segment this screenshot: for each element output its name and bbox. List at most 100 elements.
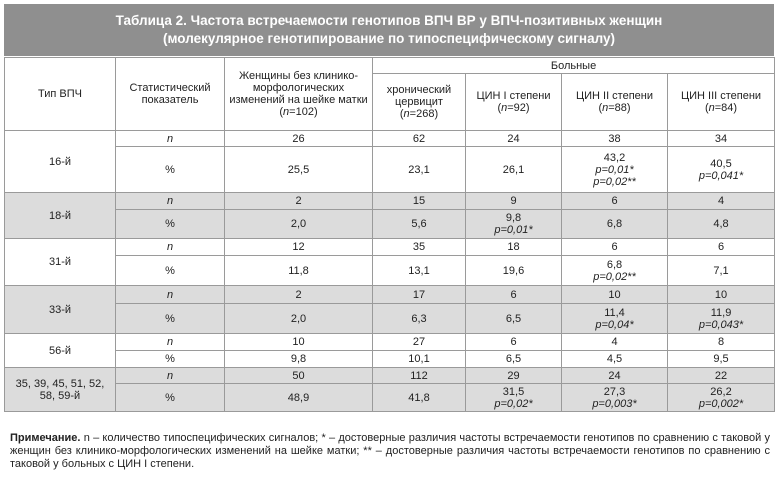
p-value: p=0,01*	[595, 163, 634, 176]
pct-value: 13,1	[408, 264, 430, 277]
pct-value-cell: 6,3	[372, 303, 466, 334]
stat-pct-label: %	[115, 383, 225, 412]
header-stat: Статистический показатель	[115, 57, 225, 131]
hpv-type-cell: 33-й	[4, 285, 116, 334]
n-value-cell: 22	[666, 367, 776, 384]
n-value-cell: 6	[561, 192, 668, 210]
pct-value-cell: 27,3 p=0,003*	[561, 383, 668, 412]
pct-value-cell: 11,8	[224, 255, 373, 286]
header-group-n-symbol: n	[501, 102, 508, 114]
pct-value-cell: 31,5 p=0,02*	[465, 383, 562, 412]
pct-value: 26,1	[502, 163, 525, 176]
title-line-2: (молекулярное генотипирование по типоспе…	[162, 31, 615, 46]
pct-value-cell: 6,8 p=0,02**	[561, 255, 668, 286]
p-value: p=0,02**	[593, 270, 636, 283]
n-value-cell: 2	[224, 285, 373, 304]
n-value-cell: 2	[224, 192, 373, 210]
table-row: % 25,5 23,1 26,1 43,2 p=0,01* p=0,02** 40,5 p=0,…	[5, 146, 776, 193]
pct-value-cell: 9,8	[224, 350, 373, 368]
stat-n-label: n	[115, 285, 225, 304]
n-value-cell: 34	[666, 130, 776, 147]
table-row: % 2,0 5,6 9,8 p=0,01* 6,8 4,8	[5, 209, 776, 239]
header-group-n-symbol: n	[403, 108, 410, 120]
n-value-cell: 38	[561, 130, 668, 147]
footnote-text: n – количество типоспецифических сигнало…	[10, 432, 770, 470]
n-value-cell: 112	[372, 367, 466, 384]
n-value-cell: 26	[224, 130, 373, 147]
table-row: % 48,9 41,8 31,5 p=0,02* 27,3 p=0,003* 26,2 p=0,…	[5, 383, 776, 412]
pct-value: 7,1	[713, 264, 729, 277]
table-row: % 11,8 13,1 19,6 6,8 p=0,02** 7,1	[5, 255, 776, 286]
pct-value-cell: 10,1	[372, 350, 466, 368]
pct-value-cell: 11,4 p=0,04*	[561, 303, 668, 334]
n-value-cell: 27	[372, 333, 466, 351]
stat-n-label: n	[115, 367, 225, 384]
header-group-1: ЦИН I степени (n=92)	[465, 73, 562, 131]
pct-value: 9,8	[290, 353, 307, 365]
n-value-cell: 4	[666, 192, 776, 210]
pct-value-cell: 2,0	[224, 303, 373, 334]
pct-value: 6,8	[606, 218, 623, 230]
pct-value: 6,5	[505, 312, 522, 325]
n-value-cell: 8	[666, 333, 776, 351]
pct-value: 4,8	[713, 218, 729, 230]
stat-pct-label: %	[115, 255, 225, 286]
pct-value-cell: 23,1	[372, 146, 466, 193]
header-group-label: ЦИН I степени	[476, 90, 551, 102]
header-patients: Больные	[371, 57, 776, 74]
p-value: p=0,01*	[494, 224, 533, 236]
pct-value: 2,0	[290, 312, 307, 325]
n-value-cell: 4	[561, 333, 668, 351]
n-value-cell: 50	[224, 367, 373, 384]
p-value: p=0,003*	[592, 397, 637, 410]
stat-n-label: n	[115, 333, 225, 351]
header-group-n: =92)	[507, 102, 530, 114]
n-value-cell: 62	[372, 130, 466, 147]
header-group-n: =88)	[608, 102, 631, 114]
pct-value: 6,5	[505, 353, 522, 365]
hpv-type-cell: 16-й	[4, 130, 116, 193]
hpv-type-cell: 35, 39, 45, 51, 52, 58, 59-й	[4, 367, 116, 412]
pct-value-cell: 11,9 p=0,043*	[666, 303, 776, 334]
n-value-cell: 6	[465, 285, 562, 304]
pct-value-cell: 25,5	[224, 146, 373, 193]
pct-value: 9,5	[713, 353, 729, 365]
header-group-0: хронический цервицит (n=268)	[372, 73, 466, 131]
footnote-label: Примечание.	[10, 432, 81, 444]
pct-value-cell: 2,0	[224, 209, 373, 239]
pct-value: 41,8	[408, 391, 430, 404]
table-row: 35, 39, 45, 51, 52, 58, 59-й n 50 112 29 24 22	[4, 367, 776, 412]
header-group-label: ЦИН II степени	[575, 90, 654, 102]
header-group-label: хронический цервицит	[386, 84, 452, 108]
stat-pct-label: %	[115, 146, 225, 193]
stat-pct-label: %	[115, 350, 225, 368]
hpv-type-cell: 56-й	[4, 333, 116, 368]
stat-n-label: n	[115, 130, 225, 147]
table-row: 33-й n 2 17 6 10 10	[4, 285, 776, 334]
n-value-cell: 29	[465, 367, 562, 384]
stat-n-label: n	[115, 238, 225, 256]
p-value: p=0,02*	[494, 397, 533, 410]
pct-value-cell: 5,6	[372, 209, 466, 239]
stat-pct-label: %	[115, 303, 225, 334]
pct-value: 19,6	[502, 264, 525, 277]
header-group-label: ЦИН III степени	[680, 90, 762, 102]
table-row: 56-й n 10 27 6 4 8	[4, 333, 776, 368]
n-value-cell: 15	[372, 192, 466, 210]
pct-value: 23,1	[408, 163, 430, 176]
header-healthy-n-symbol: n	[283, 106, 290, 118]
pct-value-cell: 26,1	[465, 146, 562, 193]
pct-value: 5,6	[411, 218, 427, 230]
pct-value: 27,3	[603, 385, 626, 398]
genotype-table: Тип ВПЧ Статистический показатель Женщин…	[4, 57, 776, 412]
pct-value: 6,8	[606, 258, 623, 271]
header-type: Тип ВПЧ	[4, 57, 116, 131]
pct-value: 40,5	[710, 157, 732, 170]
pct-value: 11,8	[288, 264, 309, 277]
pct-value-cell: 26,2 p=0,002*	[666, 383, 776, 412]
header-healthy: Женщины без клинико-морфологических изме…	[224, 57, 373, 131]
table-row: % 9,8 10,1 6,5 4,5 9,5	[5, 350, 776, 368]
pct-value: 43,2	[603, 151, 626, 164]
pct-value-cell: 7,1	[666, 255, 776, 286]
